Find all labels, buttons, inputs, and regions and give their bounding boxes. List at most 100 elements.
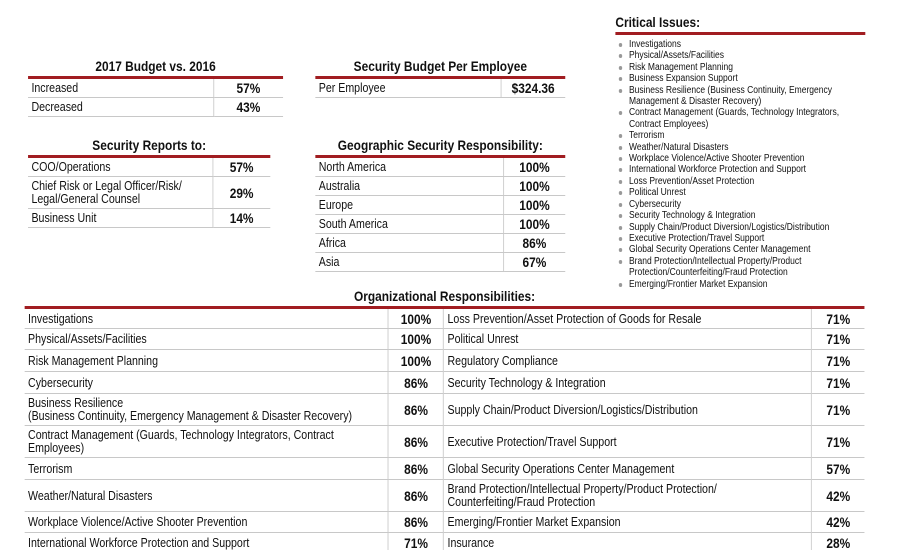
table-row: Risk Management Planning 100% Regulatory C… (24, 349, 865, 372)
issue-item: Security Technology & Integration (618, 210, 865, 221)
label-cell: Brand Protection/Intellectual Property/P… (443, 479, 812, 512)
issue-item: Business Expansion Support (618, 73, 865, 84)
value-cell: 86% (387, 511, 444, 533)
value-cell: 57% (811, 457, 865, 480)
issue-item: Political Unrest (618, 187, 865, 198)
value-cell: 42% (811, 511, 865, 533)
value-cell: 57% (212, 156, 271, 177)
section-title: Security Reports to: (92, 137, 207, 153)
issue-item: Supply Chain/Product Diversion/Logistics… (618, 222, 865, 233)
label-cell: Decreased (28, 97, 214, 117)
label-cell: Terrorism (24, 457, 389, 480)
table-row: Africa 86% (315, 233, 566, 253)
geographic-section: Geographic Security Responsibility: North… (315, 135, 566, 272)
value-cell: 100% (502, 214, 566, 234)
table-row: Australia 100% (315, 176, 566, 196)
label-cell: COO/Operations (28, 156, 213, 177)
issue-item: Global Security Operations Center Manage… (618, 244, 865, 255)
label-cell: Contract Management (Guards, Technology … (24, 425, 389, 458)
table-row: Cybersecurity 86% Security Technology & In… (24, 371, 865, 394)
value-cell: 42% (811, 479, 865, 512)
data-table: North America 100% Australia 100% Europe 100%… (315, 155, 566, 272)
issue-item: Risk Management Planning (618, 62, 865, 73)
table-row: International Workforce Protection and S… (24, 532, 865, 550)
value-cell: 100% (502, 176, 566, 196)
table-body: North America 100% Australia 100% Europe 100%… (315, 156, 566, 272)
table-row: Europe 100% (315, 195, 566, 215)
value-cell: 86% (502, 233, 566, 253)
label-cell: North America (315, 156, 504, 177)
issue-item: Brand Protection/Intellectual Property/P… (618, 256, 865, 279)
table-row: North America 100% (315, 156, 566, 177)
budget-section: 2017 Budget vs. 2016 Increased 57% Decrease… (28, 56, 284, 117)
value-cell: 86% (387, 371, 444, 394)
table-body: COO/Operations 57% Chief Risk or Legal Off… (28, 156, 271, 228)
issue-item: Workplace Violence/Active Shooter Preven… (618, 153, 865, 164)
label-cell: Global Security Operations Center Manage… (443, 457, 812, 480)
value-cell: 71% (811, 328, 865, 350)
label-cell: Australia (315, 176, 504, 196)
label-cell: Regulatory Compliance (443, 349, 812, 372)
issue-item: Terrorism (618, 130, 865, 141)
section-title: Security Budget Per Employee (353, 58, 527, 74)
table-row: Per Employee $324.36 (315, 77, 566, 98)
value-cell: 100% (502, 156, 566, 177)
value-cell: 67% (502, 252, 566, 272)
table-row: Physical/Assets/Facilities 100% Political … (24, 328, 865, 350)
table-row: Investigations 100% Loss Prevention/Asset … (24, 307, 865, 329)
label-cell: Physical/Assets/Facilities (24, 328, 389, 350)
table-row: COO/Operations 57% (28, 156, 271, 177)
label-cell: Business Resilience (Business Continuity… (24, 393, 389, 426)
table-row: Business Unit 14% (28, 208, 271, 228)
label-cell: International Workforce Protection and S… (24, 532, 389, 550)
value-cell: 71% (811, 393, 865, 426)
label-cell: Security Technology & Integration (443, 371, 812, 394)
issue-item: Cybersecurity (618, 199, 865, 210)
label-cell: Europe (315, 195, 504, 215)
section-title: Geographic Security Responsibility: (337, 137, 543, 153)
value-cell: 86% (387, 393, 444, 426)
value-cell: 100% (387, 307, 444, 329)
table-row: Business Resilience (Business Continuity… (24, 393, 865, 426)
org-section: Organizational Responsibilities: Investig… (24, 286, 865, 550)
table-row: South America 100% (315, 214, 566, 234)
label-cell: Business Unit (28, 208, 213, 228)
table-row: Decreased 43% (28, 97, 284, 117)
issue-item: Contract Management (Guards, Technology … (618, 107, 865, 130)
table-row: Terrorism 86% Global Security Operations C… (24, 457, 865, 480)
label-cell: Emerging/Frontier Market Expansion (443, 511, 812, 533)
value-cell: 28% (811, 532, 865, 550)
value-cell: 71% (811, 349, 865, 372)
value-cell: 71% (811, 307, 865, 329)
label-cell: Increased (28, 77, 214, 98)
label-cell: Loss Prevention/Asset Protection of Good… (443, 307, 812, 329)
value-cell: $324.36 (500, 77, 566, 98)
table-row: Weather/Natural Disasters 86% Brand Protec… (24, 479, 865, 512)
label-cell: Workplace Violence/Active Shooter Preven… (24, 511, 389, 533)
value-cell: 86% (387, 457, 444, 480)
section-title: Organizational Responsibilities: (353, 288, 536, 304)
table-body: Increased 57% Decreased 43% (28, 77, 284, 117)
per-employee-section: Security Budget Per Employee Per Employee… (315, 56, 566, 98)
value-cell: 86% (387, 479, 444, 512)
label-cell: Risk Management Planning (24, 349, 389, 372)
label-cell: Africa (315, 233, 504, 253)
table-row: Chief Risk or Legal Officer/Risk/ Legal/… (28, 176, 271, 209)
issue-item: Emerging/Frontier Market Expansion (618, 279, 865, 290)
issue-item: Business Resilience (Business Continuity… (618, 85, 865, 108)
issue-item: Loss Prevention/Asset Protection (618, 176, 865, 187)
label-cell: South America (315, 214, 504, 234)
data-table: Increased 57% Decreased 43% (28, 76, 284, 117)
label-cell: Chief Risk or Legal Officer/Risk/ Legal/… (28, 176, 213, 209)
issue-item: Physical/Assets/Facilities (618, 50, 865, 61)
section-title: 2017 Budget vs. 2016 (95, 58, 216, 74)
value-cell: 43% (212, 97, 284, 117)
issue-item: Executive Protection/Travel Support (618, 233, 865, 244)
issue-list: Investigations Physical/Assets/Facilities… (615, 32, 866, 290)
issue-item: Investigations (618, 39, 865, 50)
data-table: Per Employee $324.36 (315, 76, 566, 98)
label-cell: Supply Chain/Product Diversion/Logistics… (443, 393, 812, 426)
value-cell: 14% (212, 208, 271, 228)
